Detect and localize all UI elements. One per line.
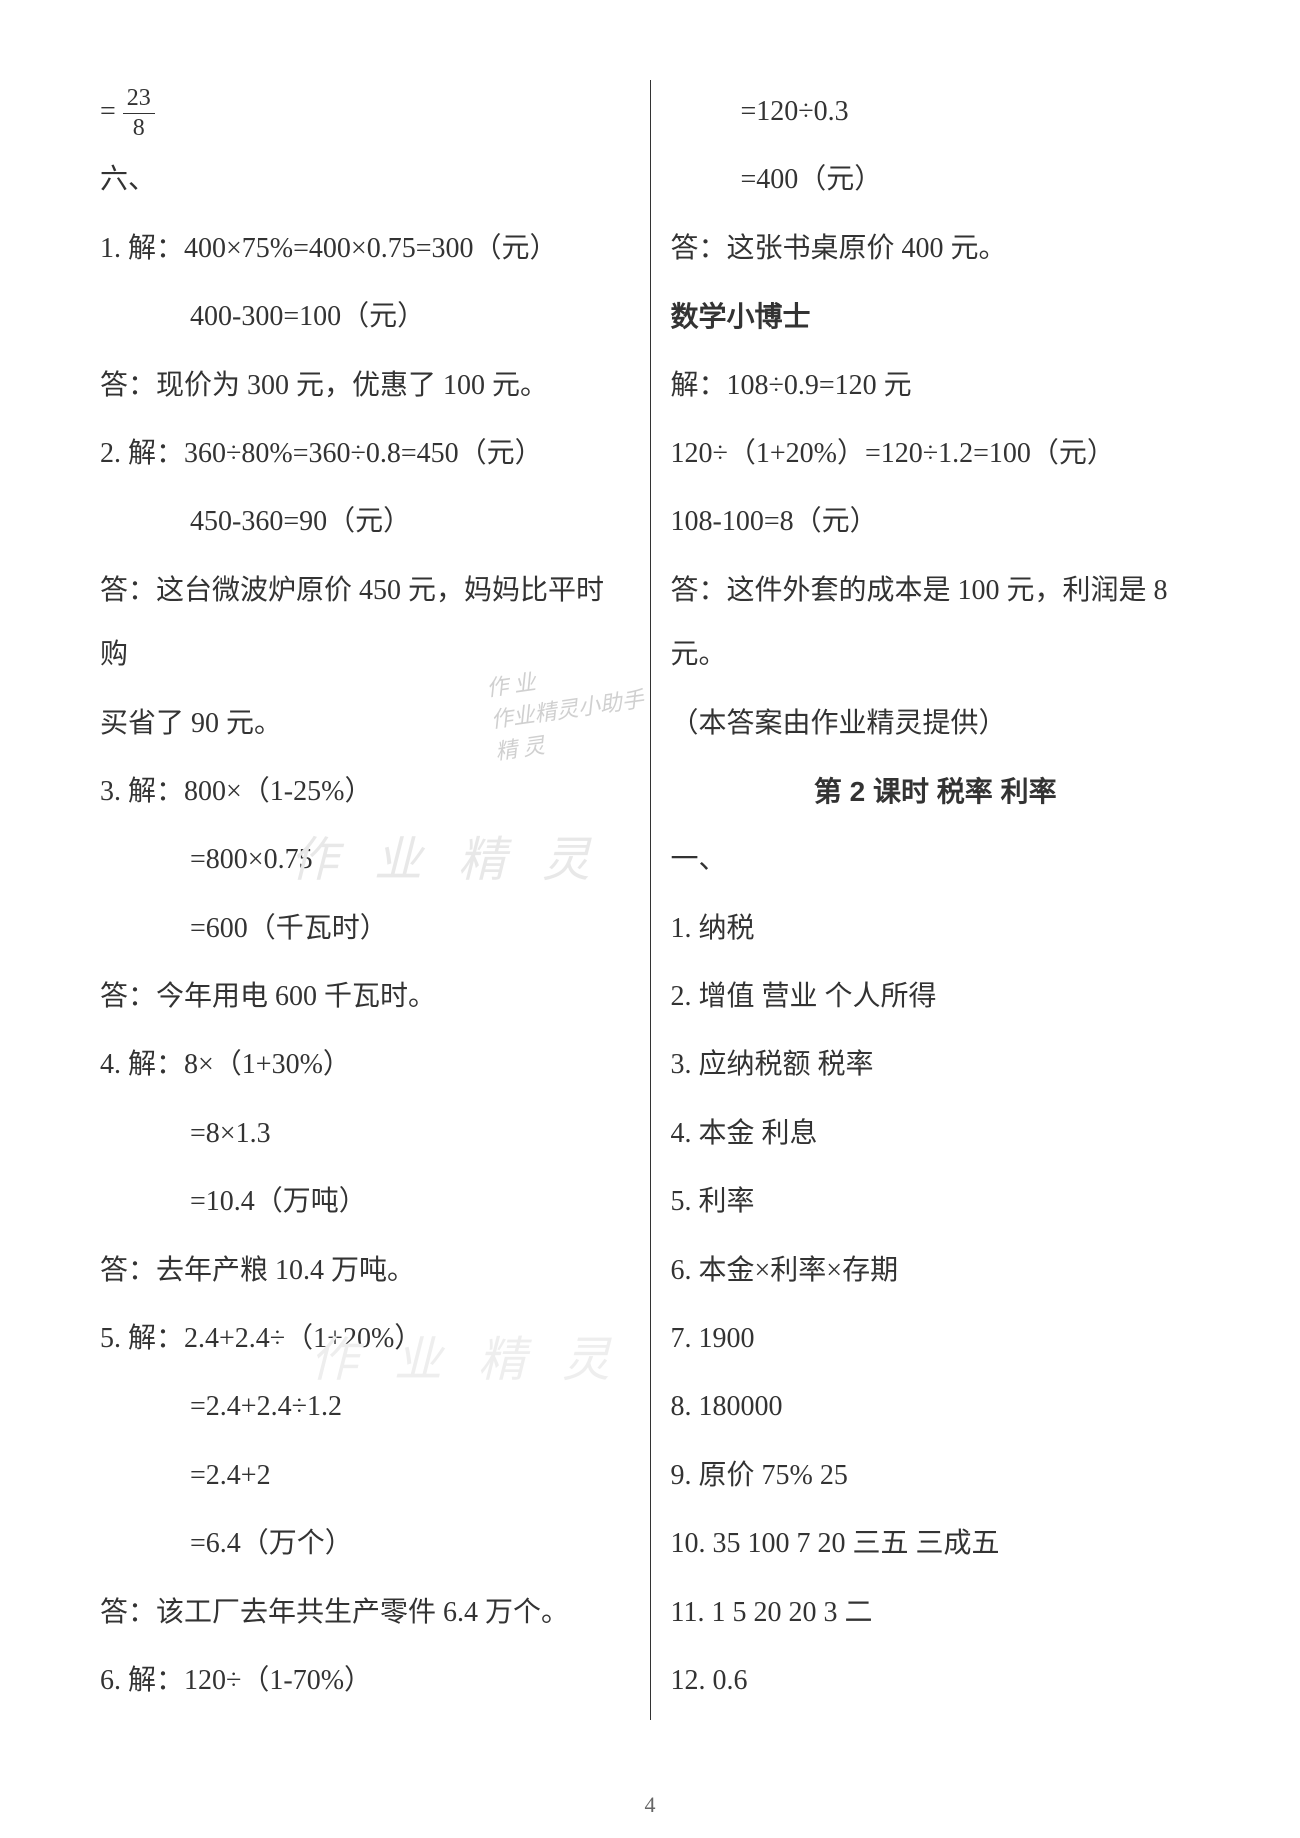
credit-line: （本答案由作业精灵提供） [671,692,1201,756]
fraction-denominator: 8 [123,114,155,143]
page-container: = 23 8 六、 1. 解：400×75%=400×0.75=300（元） 4… [0,0,1300,1760]
item-7: 7. 1900 [671,1307,1201,1371]
problem-2-line1: 2. 解：360÷80%=360÷0.8=450（元） [100,422,630,486]
section-one: 一、 [671,828,1201,892]
item-9: 9. 原价 75% 25 [671,1444,1201,1508]
item-2: 2. 增值 营业 个人所得 [671,965,1201,1029]
fraction-line: = 23 8 [100,80,630,144]
problem-5-line4: =6.4（万个） [100,1512,630,1576]
math-doctor-heading: 数学小博士 [671,285,1201,349]
problem-3-line1: 3. 解：800×（1-25%） [100,760,630,824]
continuation-line1: =120÷0.3 [671,80,1201,144]
item-1: 1. 纳税 [671,897,1201,961]
fraction-numerator: 23 [123,84,155,114]
problem-1-line2: 400-300=100（元） [100,285,630,349]
problem-4-line1: 4. 解：8×（1+30%） [100,1033,630,1097]
problem-5-line1: 5. 解：2.4+2.4÷（1+20%） [100,1307,630,1371]
problem-4-line3: =10.4（万吨） [100,1170,630,1234]
doctor-line1: 解：108÷0.9=120 元 [671,354,1201,418]
equals-sign: = [100,96,116,127]
doctor-answer: 答：这件外套的成本是 100 元，利润是 8 元。 [671,559,1201,688]
problem-1-line1: 1. 解：400×75%=400×0.75=300（元） [100,217,630,281]
problem-4-answer: 答：去年产粮 10.4 万吨。 [100,1239,630,1303]
problem-3-line2: =800×0.75 [100,828,630,892]
problem-4-line2: =8×1.3 [100,1102,630,1166]
doctor-line2: 120÷（1+20%）=120÷1.2=100（元） [671,422,1201,486]
right-column: =120÷0.3 =400（元） 答：这张书桌原价 400 元。 数学小博士 解… [651,80,1221,1720]
left-column: = 23 8 六、 1. 解：400×75%=400×0.75=300（元） 4… [80,80,651,1720]
problem-3-answer: 答：今年用电 600 千瓦时。 [100,965,630,1029]
item-10: 10. 35 100 7 20 三五 三成五 [671,1512,1201,1576]
page-number: 4 [645,1792,656,1818]
section-six: 六、 [100,148,630,212]
item-8: 8. 180000 [671,1375,1201,1439]
problem-5-answer: 答：该工厂去年共生产零件 6.4 万个。 [100,1581,630,1645]
item-4: 4. 本金 利息 [671,1102,1201,1166]
doctor-line3: 108-100=8（元） [671,490,1201,554]
item-12: 12. 0.6 [671,1649,1201,1713]
problem-1-answer: 答：现价为 300 元，优惠了 100 元。 [100,354,630,418]
problem-2-line2: 450-360=90（元） [100,490,630,554]
problem-3-line3: =600（千瓦时） [100,897,630,961]
item-3: 3. 应纳税额 税率 [671,1033,1201,1097]
item-11: 11. 1 5 20 20 3 二 [671,1581,1201,1645]
item-6: 6. 本金×利率×存期 [671,1239,1201,1303]
problem-2-answer-line2: 买省了 90 元。 [100,692,630,756]
problem-2-answer-line1: 答：这台微波炉原价 450 元，妈妈比平时购 [100,559,630,688]
problem-6-line1: 6. 解：120÷（1-70%） [100,1649,630,1713]
continuation-line2: =400（元） [671,148,1201,212]
problem-5-line3: =2.4+2 [100,1444,630,1508]
problem-6-answer: 答：这张书桌原价 400 元。 [671,217,1201,281]
problem-5-line2: =2.4+2.4÷1.2 [100,1375,630,1439]
item-5: 5. 利率 [671,1170,1201,1234]
fraction: 23 8 [123,84,155,143]
lesson-2-title: 第 2 课时 税率 利率 [671,760,1201,824]
